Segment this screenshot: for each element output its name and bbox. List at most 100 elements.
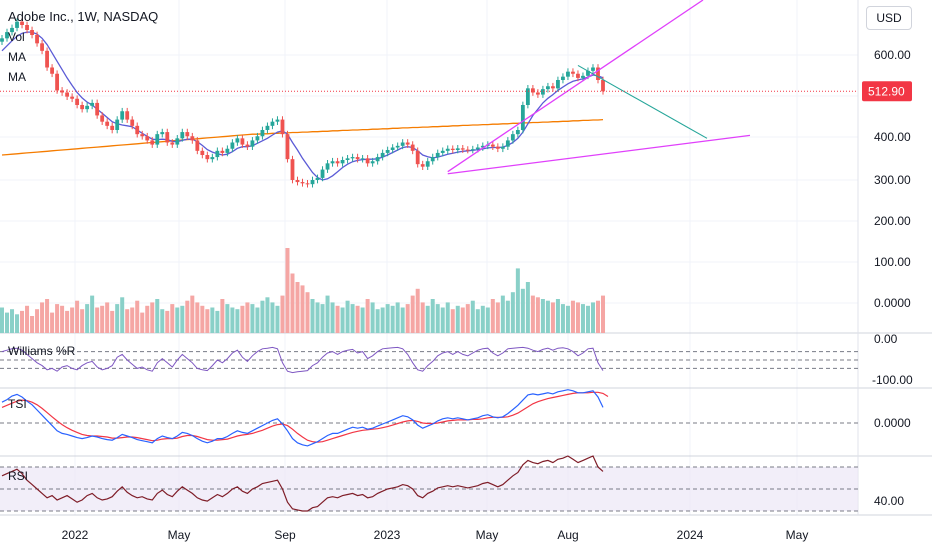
candle-body <box>125 111 130 120</box>
candle-body <box>240 138 245 145</box>
volume-bar <box>225 304 230 333</box>
candle-body <box>340 160 345 164</box>
tsi-label[interactable]: TSI <box>8 397 27 411</box>
volume-bar <box>315 302 320 333</box>
grid-lines <box>0 0 932 516</box>
volume-bar <box>470 300 475 333</box>
time-axis[interactable]: 2022 May Sep 2023 May Aug 2024 May <box>62 528 809 542</box>
volume-bar <box>585 305 590 333</box>
volume-bar <box>355 305 360 333</box>
volume-bar <box>310 299 315 333</box>
moving-average-slow <box>1 118 604 156</box>
candle-body <box>365 158 370 164</box>
candle-body <box>445 148 450 151</box>
williams-r-pane <box>0 346 858 374</box>
candle-body <box>95 102 100 116</box>
volume-bar <box>40 302 45 333</box>
candle-body <box>320 169 325 178</box>
candle-body <box>270 121 275 126</box>
volume-bar <box>450 309 455 333</box>
candle-body <box>380 152 385 158</box>
rsi-label[interactable]: RSI <box>8 469 29 483</box>
candle-body <box>405 142 410 145</box>
candle-body <box>275 119 280 122</box>
indicator-label-ma-2[interactable]: MA <box>8 70 26 84</box>
volume-bar <box>320 304 325 333</box>
time-tick-label: May <box>786 528 809 542</box>
volume-bar <box>420 302 425 333</box>
candle-body <box>586 70 590 76</box>
price-axis[interactable]: 600.00500.00400.00300.00200.00100.000.00… <box>862 48 913 508</box>
price-tick-label: 600.00 <box>874 48 911 62</box>
price-tick-label: 400.00 <box>874 130 911 144</box>
volume-bar <box>155 299 160 333</box>
candle-body <box>345 158 350 160</box>
price-tick-label: 300.00 <box>874 173 911 187</box>
currency-button[interactable]: USD <box>866 6 912 30</box>
candle-body <box>20 21 24 25</box>
candle-body <box>400 142 405 146</box>
candle-body <box>460 148 465 150</box>
candle-body <box>571 71 575 74</box>
indicator-label-ma-1[interactable]: MA <box>8 50 26 64</box>
candle-body <box>150 140 155 145</box>
volume-bar <box>10 309 15 333</box>
candle-body <box>315 177 320 180</box>
volume-bar <box>20 310 25 333</box>
candle-body <box>0 38 4 42</box>
candle-body <box>576 73 580 78</box>
candle-body <box>45 50 49 68</box>
volume-bar <box>515 268 520 333</box>
volume-bar <box>365 299 370 333</box>
volume-bar <box>95 307 100 333</box>
volume-bar <box>415 288 420 333</box>
candle-body <box>215 150 220 158</box>
volume-bar <box>300 285 305 333</box>
candle-body <box>551 86 555 89</box>
candle-body <box>110 125 115 130</box>
volume-bar <box>525 282 530 333</box>
candle-body <box>305 183 310 185</box>
time-tick-label: 2022 <box>62 528 89 542</box>
symbol-title[interactable]: Adobe Inc., 1W, NASDAQ <box>8 9 159 24</box>
volume-bar <box>580 304 585 333</box>
volume-bar <box>425 305 430 333</box>
candle-body <box>210 157 215 160</box>
volume-bars <box>0 248 606 333</box>
volume-bar <box>235 309 240 333</box>
candle-body <box>330 161 335 164</box>
candle-body <box>230 142 235 149</box>
candle-body <box>40 43 44 51</box>
candle-body <box>120 111 125 120</box>
candlesticks <box>0 18 605 188</box>
candle-body <box>115 119 120 130</box>
volume-bar <box>75 300 80 333</box>
volume-bar <box>205 309 210 333</box>
candle-body <box>30 30 34 35</box>
indicator-label-vol[interactable]: Vol <box>8 30 25 44</box>
candle-body <box>355 157 360 160</box>
candle-body <box>425 161 430 167</box>
candle-body <box>180 132 185 139</box>
volume-bar <box>250 304 255 333</box>
volume-bar <box>210 307 215 333</box>
volume-bar <box>185 300 190 333</box>
candle-body <box>255 136 260 141</box>
candle-body <box>55 73 59 91</box>
volume-bar <box>35 309 40 333</box>
volume-bar <box>455 305 460 333</box>
volume-bar <box>565 305 570 333</box>
candle-body <box>245 144 250 147</box>
volume-bar <box>50 312 55 333</box>
candle-body <box>220 150 225 153</box>
volume-bar <box>200 305 205 333</box>
volume-bar <box>435 304 440 333</box>
volume-bar <box>5 312 10 333</box>
candle-body <box>520 105 525 130</box>
candle-body <box>15 21 19 28</box>
volume-bar <box>260 300 265 333</box>
williams-r-label[interactable]: Williams %R <box>8 344 76 358</box>
volume-bar <box>90 295 95 333</box>
volume-bar <box>460 307 465 333</box>
